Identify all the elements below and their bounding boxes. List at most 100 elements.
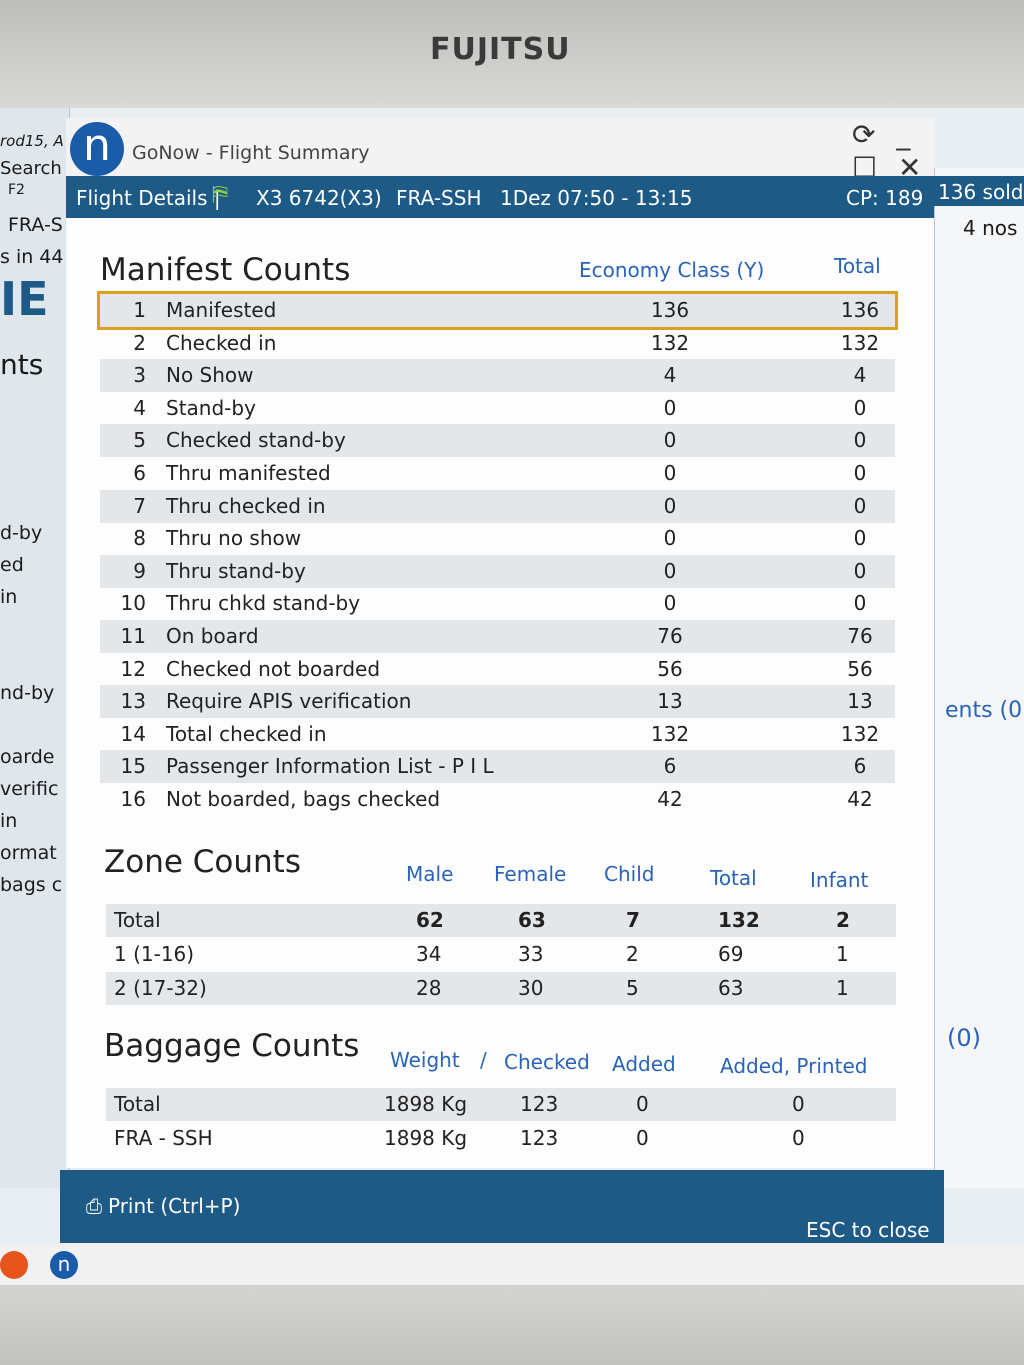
bg-text: in (0, 586, 18, 608)
manifest-row[interactable]: 5 Checked stand-by 0 0 (100, 424, 895, 458)
manifest-row[interactable]: 16 Not boarded, bags checked 42 42 (100, 783, 895, 816)
manifest-eco: 0 (663, 591, 677, 616)
baggage-row: FRA - SSH 1898 Kg 123 0 0 (106, 1122, 896, 1155)
zone-child: 5 (626, 976, 639, 1000)
manifest-idx: 1 (133, 298, 146, 322)
manifest-row[interactable]: 12 Checked not boarded 56 56 (100, 653, 895, 686)
airline-icon: ⛿ (212, 182, 228, 207)
bg-text: verific (0, 778, 59, 800)
zone-infant: 2 (836, 908, 850, 932)
bg-text: ents (0 (945, 698, 1023, 723)
manifest-eco: 76 (657, 624, 683, 648)
bg-text: ed (0, 554, 24, 576)
manifest-row[interactable]: 1 Manifested 136 136 (97, 291, 898, 330)
manifest-total: 0 (853, 526, 867, 551)
manifest-row[interactable]: 2 Checked in 132 132 (100, 327, 895, 360)
manifest-eco: 13 (657, 689, 683, 714)
zone-child: 7 (626, 908, 640, 932)
baggage-checked: 123 (520, 1092, 559, 1116)
zone-infant: 1 (836, 976, 849, 1000)
col-total: Total (834, 254, 881, 278)
baggage-printed: 0 (792, 1126, 805, 1150)
manifest-eco: 0 (663, 526, 677, 551)
zone-col-child: Child (604, 862, 655, 886)
zone-male: 34 (416, 942, 442, 966)
flight-route: FRA-SSH (396, 186, 482, 210)
bg-text: rod15, A (0, 132, 64, 150)
zone-row: Total 62 63 7 132 2 (106, 904, 896, 937)
manifest-total: 0 (853, 461, 867, 485)
baggage-added: 0 (636, 1092, 649, 1116)
bag-col-added-printed: Added, Printed (720, 1054, 868, 1078)
manifest-idx: 8 (133, 526, 146, 551)
manifest-total: 56 (847, 656, 873, 681)
manifest-label: Checked not boarded (166, 656, 381, 681)
manifest-row[interactable]: 15 Passenger Information List - P I L 6 6 (100, 750, 895, 784)
manifest-eco: 56 (657, 656, 683, 681)
manifest-idx: 4 (133, 395, 146, 420)
flight-summary-panel: Manifest Counts Economy Class (Y) Total … (66, 218, 934, 1168)
manifest-total: 132 (840, 330, 880, 355)
manifest-eco: 6 (663, 754, 677, 779)
manifest-label: Thru no show (166, 526, 302, 551)
bg-text: d-by (0, 522, 43, 544)
manifest-label: Manifested (166, 298, 277, 322)
manifest-total: 0 (853, 558, 867, 583)
bg-text: nd-by (0, 682, 55, 704)
taskbar: n (0, 1243, 1024, 1285)
manifest-eco: 0 (663, 395, 677, 420)
manifest-label: Thru chkd stand-by (166, 591, 361, 616)
baggage-row: Total 1898 Kg 123 0 0 (106, 1088, 896, 1121)
manifest-row[interactable]: 9 Thru stand-by 0 0 (100, 554, 895, 588)
manifest-label: Passenger Information List - P I L (166, 754, 494, 779)
manifest-row[interactable]: 3 No Show 4 4 (100, 359, 895, 393)
zone-female: 30 (518, 976, 544, 1000)
monitor-bezel-top: FUJITSU (0, 0, 1024, 108)
manifest-idx: 10 (120, 591, 146, 616)
manifest-idx: 15 (120, 754, 146, 779)
zone-female: 63 (518, 908, 546, 932)
manifest-row[interactable]: 7 Thru checked in 0 0 (100, 489, 895, 523)
manifest-row[interactable]: 6 Thru manifested 0 0 (100, 457, 895, 490)
baggage-printed: 0 (792, 1092, 805, 1116)
zone-row: 2 (17-32) 28 30 5 63 1 (106, 972, 896, 1005)
window-controls[interactable]: ⟳ _ ☐ ✕ (852, 118, 928, 184)
manifest-total: 132 (840, 721, 880, 746)
manifest-title: Manifest Counts (100, 252, 351, 288)
print-button-label: Print (Ctrl+P) (108, 1194, 241, 1218)
manifest-eco: 0 (663, 461, 677, 485)
manifest-idx: 2 (133, 330, 146, 355)
zone-name: 1 (1-16) (114, 942, 195, 966)
baggage-name: Total (114, 1092, 161, 1116)
manifest-row[interactable]: 11 On board 76 76 (100, 620, 895, 653)
manifest-label: Total checked in (166, 721, 327, 746)
manifest-eco: 0 (663, 558, 677, 583)
manifest-row[interactable]: 13 Require APIS verification 13 13 (100, 685, 895, 719)
manifest-row[interactable]: 10 Thru chkd stand-by 0 0 (100, 587, 895, 620)
manifest-idx: 5 (133, 428, 146, 453)
manifest-eco: 4 (663, 363, 677, 388)
baggage-weight: 1898 Kg (384, 1092, 468, 1116)
gonow-taskbar-icon[interactable]: n (50, 1251, 78, 1279)
manifest-label: No Show (166, 363, 254, 388)
flight-details-label: Flight Details | (76, 186, 221, 210)
manifest-eco: 0 (663, 428, 677, 453)
manifest-idx: 16 (120, 787, 146, 811)
manifest-label: Checked stand-by (166, 428, 346, 453)
manifest-idx: 13 (120, 689, 146, 714)
manifest-total: 4 (853, 363, 867, 388)
firefox-icon[interactable] (0, 1251, 28, 1279)
manifest-idx: 6 (133, 461, 146, 485)
manifest-row[interactable]: 14 Total checked in 132 132 (100, 718, 895, 751)
manifest-row[interactable]: 8 Thru no show 0 0 (100, 522, 895, 555)
printer-icon: ⎙ (86, 1194, 102, 1218)
window-title-bar[interactable]: ⟳ _ ☐ ✕ (66, 118, 934, 184)
zone-infant: 1 (836, 942, 849, 966)
baggage-title: Baggage Counts (104, 1028, 360, 1064)
background-app-right: 4 nos ents (0 (0) (934, 168, 1024, 1188)
manifest-row[interactable]: 4 Stand-by 0 0 (100, 392, 895, 425)
bg-text: bags c (0, 874, 63, 896)
flight-datetime: 1Dez 07:50 - 13:15 (500, 186, 693, 210)
print-button[interactable]: ⎙ Print (Ctrl+P) (86, 1194, 240, 1218)
manifest-label: Thru manifested (166, 461, 331, 485)
